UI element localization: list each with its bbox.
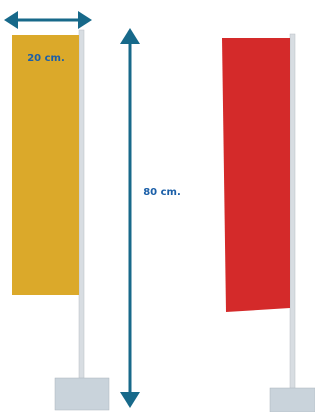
base xyxy=(270,388,315,412)
width-arrow xyxy=(4,11,92,29)
red-flag xyxy=(222,38,290,312)
width-label: 20 cm. xyxy=(27,53,65,64)
product-image: 20 cm. 80 cm. xyxy=(0,0,315,412)
pole xyxy=(79,30,84,382)
height-arrow xyxy=(120,28,140,408)
height-label: 80 cm. xyxy=(143,187,181,198)
pole xyxy=(290,34,295,392)
yellow-flag xyxy=(12,35,79,295)
base xyxy=(55,378,109,410)
